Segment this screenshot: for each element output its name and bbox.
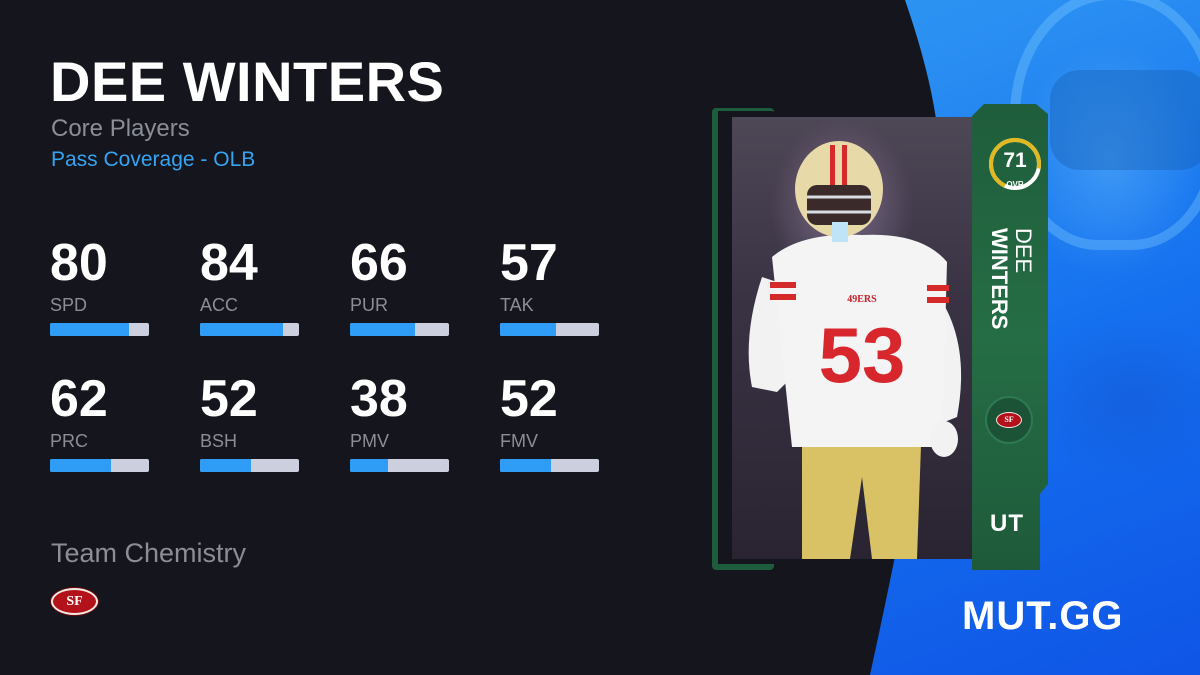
card-type-label: UT	[990, 510, 1024, 537]
stat-pmv: 38 PMV	[350, 371, 500, 475]
background-face-graphic	[1050, 70, 1200, 170]
stat-bar	[350, 459, 449, 472]
stat-value: 66	[350, 234, 408, 292]
stat-acc: 84 ACC	[200, 235, 350, 339]
stat-pur: 66 PUR	[350, 235, 500, 339]
stat-bar-fill	[350, 459, 388, 472]
ovr-label: OVR	[1006, 180, 1024, 189]
stat-label: ACC	[200, 295, 239, 315]
stat-bar-fill	[500, 459, 552, 472]
stat-value: 38	[350, 370, 408, 428]
stat-bar	[200, 459, 299, 472]
stat-bar	[50, 323, 149, 336]
card-team-badge: SF	[985, 396, 1033, 444]
ovr-ring-icon	[989, 138, 1041, 190]
stat-fmv: 52 FMV	[500, 371, 650, 475]
stat-bar-fill	[200, 459, 252, 472]
stat-label: PUR	[350, 295, 389, 315]
stat-label: BSH	[200, 431, 238, 451]
stat-bar-fill	[350, 323, 416, 336]
stat-value: 52	[500, 370, 558, 428]
stat-value: 52	[200, 370, 258, 428]
stat-label: PMV	[350, 431, 390, 451]
brand-logo: MUT.GG	[962, 594, 1124, 638]
card-side-panel	[972, 104, 1048, 570]
stat-bar	[500, 459, 599, 472]
stat-bar-fill	[200, 323, 284, 336]
stat-label: SPD	[50, 295, 88, 315]
stat-label: PRC	[50, 431, 89, 451]
program-name: Core Players	[51, 115, 190, 142]
player-illustration-icon: 49ERS 53	[748, 141, 962, 559]
stat-value: 84	[200, 234, 258, 292]
stat-bar	[500, 323, 599, 336]
card-first-name: DEE	[1011, 228, 1036, 274]
stat-value: 80	[50, 234, 108, 292]
stat-value: 57	[500, 234, 558, 292]
49ers-logo-icon[interactable]: SF	[51, 588, 98, 615]
card-last-name: WINTERS	[987, 228, 1012, 330]
team-chemistry-label: Team Chemistry	[51, 538, 247, 568]
stat-prc: 62 PRC	[50, 371, 200, 475]
stats-grid: 80 SPD 84 ACC 66 PUR 57 TAK 62 PRC 52 BS…	[50, 235, 610, 475]
ovr-badge: 71 OVR	[986, 136, 1044, 194]
svg-text:49ERS: 49ERS	[847, 294, 877, 305]
stat-label: FMV	[500, 431, 538, 451]
ovr-value: 71	[1003, 149, 1027, 172]
stat-bar-fill	[500, 323, 557, 336]
stat-value: 62	[50, 370, 108, 428]
stat-bsh: 52 BSH	[200, 371, 350, 475]
player-name: DEE WINTERS	[50, 50, 445, 113]
stat-bar	[350, 323, 449, 336]
player-card-frame	[712, 108, 1060, 572]
stat-spd: 80 SPD	[50, 235, 200, 339]
card-player-name: DEE WINTERS	[983, 228, 1036, 348]
archetype: Pass Coverage - OLB	[51, 148, 256, 171]
stat-bar	[50, 459, 149, 472]
stat-tak: 57 TAK	[500, 235, 650, 339]
49ers-logo-icon: SF	[996, 412, 1022, 428]
player-photo: 49ERS 53	[732, 117, 992, 559]
stat-bar	[200, 323, 299, 336]
card-frame-border	[712, 108, 774, 570]
stat-label: TAK	[500, 295, 534, 315]
svg-text:53: 53	[819, 311, 906, 399]
stat-bar-fill	[50, 323, 130, 336]
stat-bar-fill	[50, 459, 112, 472]
